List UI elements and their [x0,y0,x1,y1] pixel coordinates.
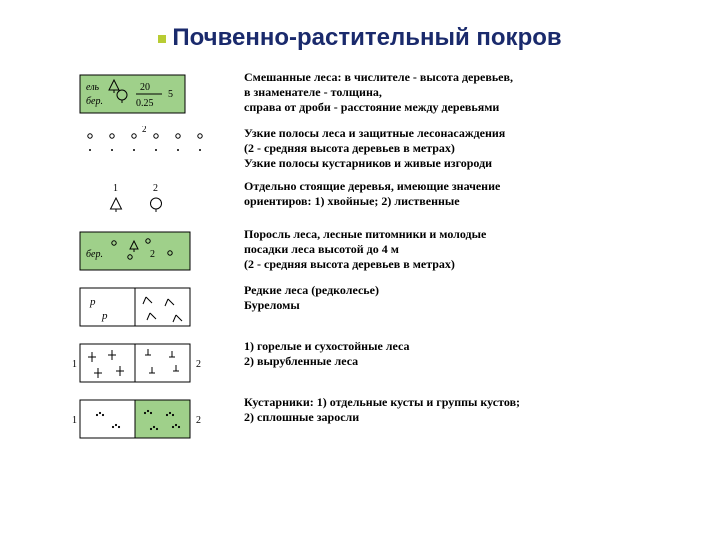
svg-text:2: 2 [153,183,158,194]
legend-row: pp Редкие леса (редколесье)Буреломы [40,283,680,331]
description: 1) горелые и сухостойные леса2) вырублен… [244,339,680,369]
svg-text:p: p [89,296,96,308]
description: Редкие леса (редколесье)Буреломы [244,283,680,313]
description-line: Узкие полосы леса и защитные лесонасажде… [244,126,680,141]
description-line: посадки леса высотой до 4 м [244,242,680,257]
svg-text:1: 1 [72,415,77,426]
description-line: ориентиров: 1) хвойные; 2) лиственные [244,194,680,209]
title-text: Почвенно-растительный покров [172,24,561,51]
description: Смешанные леса: в числителе - высота дер… [244,70,680,115]
description-line: (2 - средняя высота деревьев в метрах) [244,141,680,156]
bullet-icon [158,35,166,43]
description-line: 2) вырубленные леса [244,354,680,369]
svg-text:5: 5 [168,89,173,100]
svg-text:0.25: 0.25 [136,98,154,109]
svg-text:2: 2 [150,249,155,260]
svg-text:2: 2 [196,359,201,370]
symbol-single-trees: 12 [40,179,230,219]
description: Отдельно стоящие деревья, имеющие значен… [244,179,680,209]
description-line: (2 - средняя высота деревьев в метрах) [244,257,680,272]
legend-rows: ель бер. 20 0.25 5 Смешанные леса: в числител… [40,70,680,443]
description: Узкие полосы леса и защитные лесонасажде… [244,126,680,171]
description-line: 1) горелые и сухостойные леса [244,339,680,354]
legend-row: 12Кустарники: 1) отдельные кусты и групп… [40,395,680,443]
svg-text:2: 2 [196,415,201,426]
description-line: Отдельно стоящие деревья, имеющие значен… [244,179,680,194]
page-title: Почвенно-растительный покров [40,24,680,52]
description-line: Узкие полосы кустарников и живые изгород… [244,156,680,171]
svg-text:p: p [101,310,108,322]
description-line: Смешанные леса: в числителе - высота дер… [244,70,680,85]
symbol-narrow-strip: 2 [40,126,230,158]
svg-text:бер.: бер. [86,96,103,107]
symbol-sparse-windfall: pp [40,283,230,331]
svg-text:1: 1 [113,183,118,194]
svg-text:1: 1 [72,359,77,370]
description-line: Буреломы [244,298,680,313]
description-line: Поросль леса, лесные питомники и молодые [244,227,680,242]
svg-text:20: 20 [140,82,150,93]
symbol-mixed-forest: ель бер. 20 0.25 5 [40,70,230,118]
legend-row: 121) горелые и сухостойные леса2) вырубл… [40,339,680,387]
description: Поросль леса, лесные питомники и молодые… [244,227,680,272]
description: Кустарники: 1) отдельные кусты и группы … [244,395,680,425]
svg-text:2: 2 [142,126,147,134]
description-line: Кустарники: 1) отдельные кусты и группы … [244,395,680,410]
legend-row: бер. 2 Поросль леса, лесные питомники и мо… [40,227,680,275]
description-line: 2) сплошные заросли [244,410,680,425]
legend-row: 12Отдельно стоящие деревья, имеющие знач… [40,179,680,219]
svg-text:ель: ель [86,82,100,93]
legend-row: 2 Узкие полосы леса и защитные лесонасажд… [40,126,680,171]
symbol-burnt-cut: 12 [40,339,230,387]
symbol-shrubs: 12 [40,395,230,443]
svg-text:бер.: бер. [86,249,103,260]
description-line: Редкие леса (редколесье) [244,283,680,298]
legend-row: ель бер. 20 0.25 5 Смешанные леса: в числител… [40,70,680,118]
description-line: в знаменателе - толщина, [244,85,680,100]
description-line: справа от дроби - расстояние между дерев… [244,100,680,115]
symbol-young-forest: бер. 2 [40,227,230,275]
